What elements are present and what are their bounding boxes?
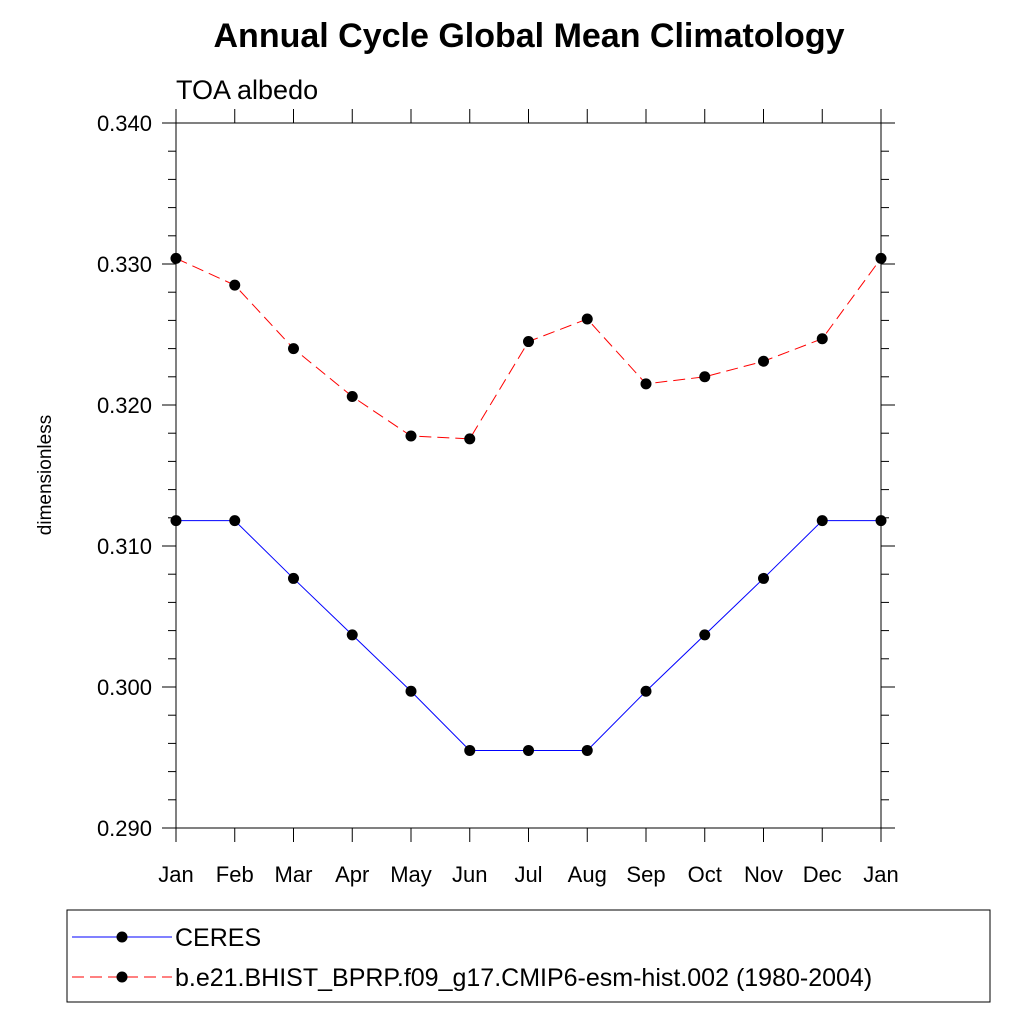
series-0-point — [875, 515, 887, 527]
series-0-point — [581, 744, 593, 756]
series-0-point — [640, 685, 652, 697]
y-ticks: 0.340 0.330 0.320 0.310 0.300 0.290 — [97, 111, 895, 841]
series-1-point — [346, 391, 358, 403]
x-tick-label: Jul — [514, 862, 542, 887]
series-1-point — [523, 336, 534, 348]
series-1-point — [229, 279, 241, 291]
x-tick-label: Jan — [158, 862, 193, 887]
legend: CERES b.e21.BHIST_BPRP.f09_g17.CMIP6-esm-… — [72, 924, 872, 992]
series-0-point — [405, 685, 417, 697]
series-0-point — [523, 744, 534, 756]
y-axis-label: dimensionless — [35, 415, 56, 535]
x-tick-label: Sep — [626, 862, 665, 887]
x-tick-label: Feb — [216, 862, 254, 887]
series-0-point — [346, 629, 358, 641]
x-tick-label: Apr — [335, 862, 369, 887]
x-tick-label: Dec — [803, 862, 842, 887]
y-tick-label: 0.310 — [97, 534, 152, 559]
series-1-point — [170, 252, 182, 264]
series-1-point — [875, 252, 887, 264]
x-tick-label: Aug — [568, 862, 607, 887]
x-tick-label: May — [390, 862, 432, 887]
series-0-point — [288, 572, 299, 584]
series-line-0 — [176, 520, 881, 751]
y-tick-label: 0.320 — [97, 393, 152, 418]
legend-marker-1 — [116, 971, 128, 983]
chart-title: Annual Cycle Global Mean Climatology — [214, 17, 845, 55]
x-tick-label: Oct — [688, 862, 722, 887]
x-tick-label: Jan — [863, 862, 898, 887]
y-tick-label: 0.290 — [97, 816, 152, 841]
plot-frame — [175, 122, 882, 829]
series-1-point — [464, 433, 476, 445]
legend-box — [66, 909, 991, 1003]
x-ticks: Jan Feb Mar Apr May Jun Jul Aug Sep Oct Nov Dec Jan — [158, 109, 899, 887]
series-0-point — [699, 629, 711, 641]
series-0-point — [229, 515, 241, 527]
series-1-point — [758, 355, 769, 367]
series-1-point — [405, 430, 417, 442]
legend-label-0: CERES — [175, 924, 261, 952]
series-0-point — [758, 572, 769, 584]
y-tick-label: 0.300 — [97, 675, 152, 700]
y-tick-label: 0.330 — [97, 252, 152, 277]
series-1-point — [699, 371, 711, 383]
legend-marker-0 — [116, 931, 128, 943]
series-1-point — [640, 378, 652, 390]
x-tick-label: Jun — [452, 862, 487, 887]
x-tick-label: Mar — [275, 862, 313, 887]
x-tick-label: Nov — [744, 862, 783, 887]
series-0-point — [170, 515, 182, 527]
series — [170, 252, 887, 756]
legend-label-1: b.e21.BHIST_BPRP.f09_g17.CMIP6-esm-hist.… — [175, 964, 872, 992]
series-0-point — [816, 515, 828, 527]
series-1-point — [288, 343, 299, 355]
chart-subtitle: TOA albedo — [176, 75, 318, 105]
series-1-point — [816, 333, 828, 345]
y-tick-label: 0.340 — [97, 111, 152, 136]
series-0-point — [464, 744, 476, 756]
series-1-point — [581, 313, 593, 325]
series-line-1 — [175, 257, 882, 440]
